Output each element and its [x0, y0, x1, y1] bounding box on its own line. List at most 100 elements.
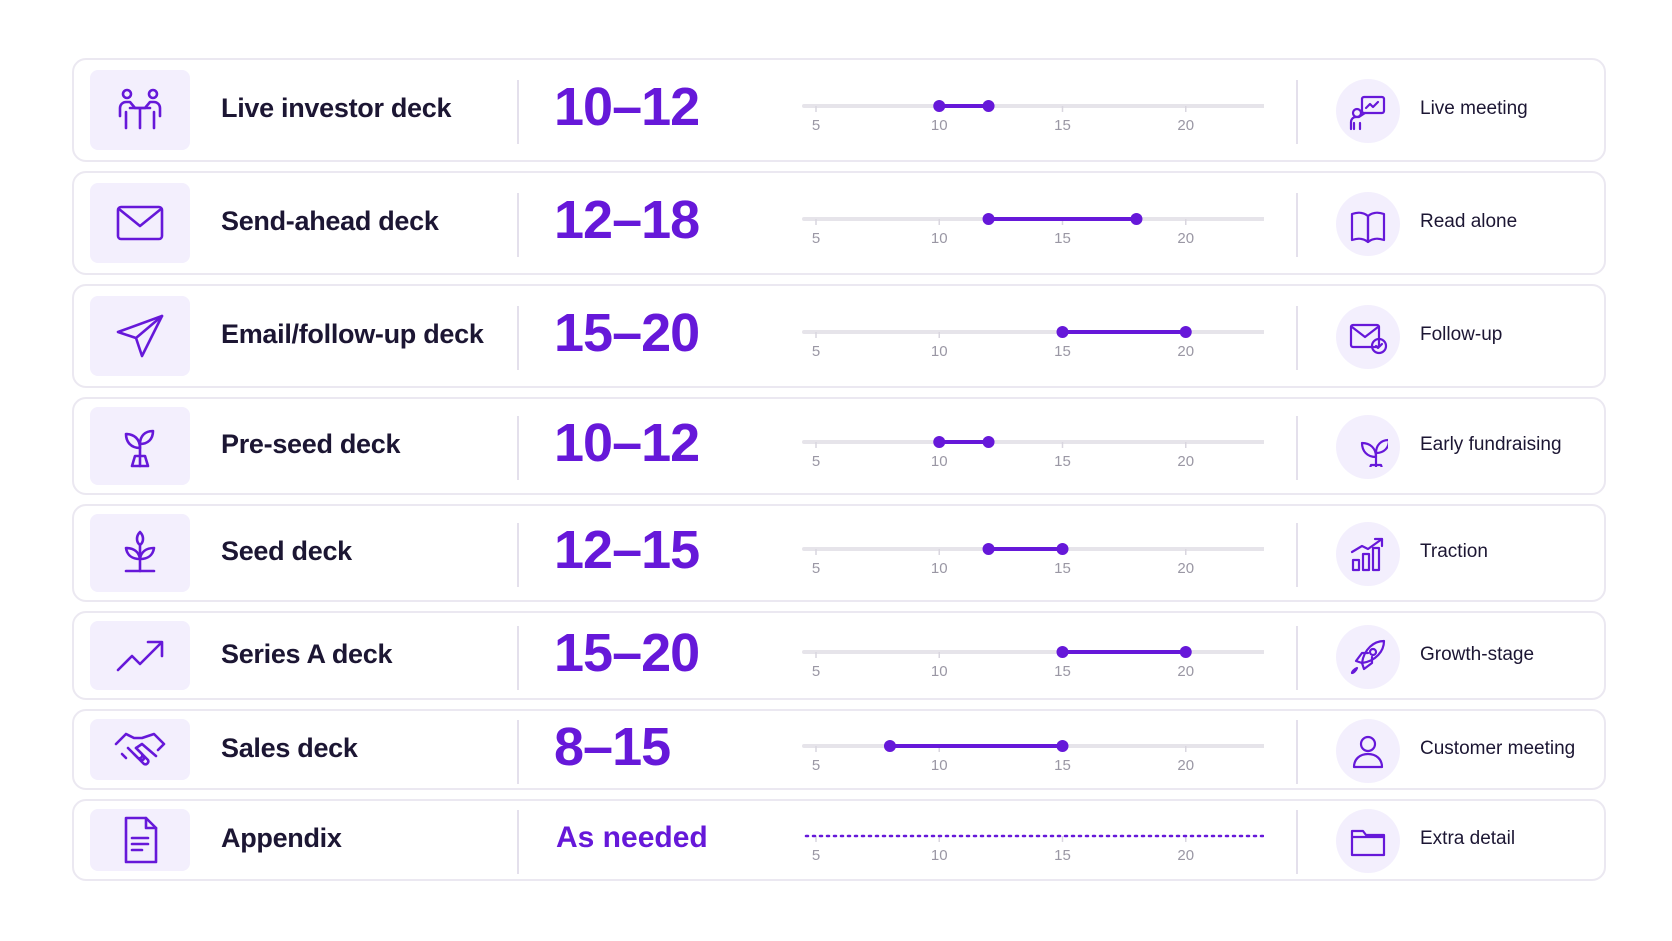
range-track: 510152025 [802, 739, 1264, 774]
tick-label: 10 [931, 230, 948, 247]
row-icon-tile [90, 407, 190, 485]
trend-up-icon [116, 640, 164, 671]
tick-label: 15 [1054, 757, 1071, 774]
tick-label: 20 [1177, 343, 1194, 360]
folder-icon [1350, 829, 1386, 857]
column-divider [517, 80, 519, 144]
range-max-dot [982, 436, 995, 448]
tick-label: 15 [1054, 117, 1071, 134]
person-icon [1352, 735, 1384, 768]
tick-label: 10 [931, 663, 948, 680]
use-case-label: Read alone [1420, 211, 1518, 232]
use-case-badge [1336, 624, 1400, 689]
sprout-icon [1360, 438, 1388, 467]
paper-plane-icon [116, 314, 164, 358]
deck-row: Email/follow-up deck15–20510152025Follow… [72, 284, 1606, 388]
tick-label: 10 [931, 847, 948, 864]
tick-label: 10 [931, 117, 948, 134]
tick-label: 15 [1054, 847, 1071, 864]
seedling-plant-icon [124, 530, 156, 573]
range-min-dot [1056, 645, 1069, 658]
tick-label: 5 [812, 663, 820, 680]
column-divider [1296, 416, 1298, 480]
range-max-dot [1056, 739, 1069, 752]
row-icon-tile [90, 809, 190, 871]
slide-count-range: 10–12 [554, 413, 700, 473]
rocket-icon [1350, 639, 1386, 674]
use-case-badge [1336, 809, 1400, 873]
row-icon-tile [90, 719, 190, 780]
use-case-badge [1336, 522, 1400, 586]
tick-label: 20 [1177, 230, 1194, 247]
bar-chart-growth-icon [1350, 537, 1384, 572]
range-track: 510152025 [802, 645, 1264, 680]
tick-label: 15 [1054, 343, 1071, 360]
use-case-badge [1336, 415, 1400, 479]
range-track: 510152025 [802, 100, 1264, 134]
use-case-badge [1336, 305, 1400, 369]
column-divider [517, 810, 519, 874]
tick-label: 15 [1054, 560, 1071, 577]
tick-label: 5 [812, 117, 820, 134]
envelope-icon [116, 205, 164, 241]
presentation-meeting-icon [118, 88, 162, 130]
range-max-dot [1179, 645, 1192, 658]
open-book-icon [1350, 211, 1386, 244]
slide-count-range: 12–18 [554, 190, 700, 250]
range-min-dot [883, 739, 896, 752]
range-track: 510152025 [804, 834, 1264, 864]
use-case-label: Growth-stage [1420, 643, 1535, 665]
tick-label: 20 [1177, 117, 1194, 134]
tick-label: 5 [812, 847, 820, 864]
row-icon-tile [90, 70, 190, 150]
range-max-dot [982, 100, 995, 112]
envelope-check-icon [1349, 323, 1388, 355]
use-case-badge [1336, 79, 1400, 143]
tick-label: 15 [1054, 230, 1071, 247]
column-divider [1296, 306, 1298, 370]
column-divider [517, 719, 519, 784]
deck-title: Send-ahead deck [221, 206, 439, 236]
range-min-dot [1056, 326, 1069, 338]
use-case-label: Customer meeting [1420, 737, 1576, 759]
tick-label: 15 [1054, 453, 1071, 470]
slide-count-range: 15–20 [554, 303, 700, 363]
slide-count-range: As needed [556, 821, 708, 854]
range-max-dot [1056, 543, 1069, 555]
use-case-badge [1336, 192, 1400, 256]
row-icon-tile [90, 296, 190, 376]
tick-label: 20 [1177, 453, 1194, 470]
tick-label: 5 [812, 560, 820, 577]
use-case-badge [1336, 718, 1400, 783]
tick-label: 20 [1177, 757, 1194, 774]
range-track: 510152025 [802, 543, 1264, 577]
column-divider [517, 625, 519, 690]
deck-title: Seed deck [221, 536, 352, 566]
range-min-dot [933, 100, 946, 112]
tick-label: 20 [1177, 663, 1194, 680]
handshake-icon [114, 732, 166, 766]
tick-label: 10 [931, 343, 948, 360]
deck-title: Appendix [221, 823, 342, 853]
range-min-dot [982, 213, 995, 225]
range-track: 510152025 [802, 213, 1264, 247]
slide-count-range: 8–15 [554, 716, 671, 777]
deck-title: Live investor deck [221, 93, 452, 123]
row-icon-tile [90, 183, 190, 263]
column-divider [517, 306, 519, 370]
column-divider [1296, 193, 1298, 257]
tick-label: 20 [1177, 560, 1194, 577]
presenter-board-icon [1349, 95, 1386, 131]
column-divider [1296, 80, 1298, 144]
deck-title: Pre-seed deck [221, 429, 401, 459]
column-divider [1296, 625, 1298, 690]
use-case-label: Live meeting [1420, 98, 1528, 119]
column-divider [517, 416, 519, 480]
slide-count-range: 10–12 [554, 77, 700, 137]
